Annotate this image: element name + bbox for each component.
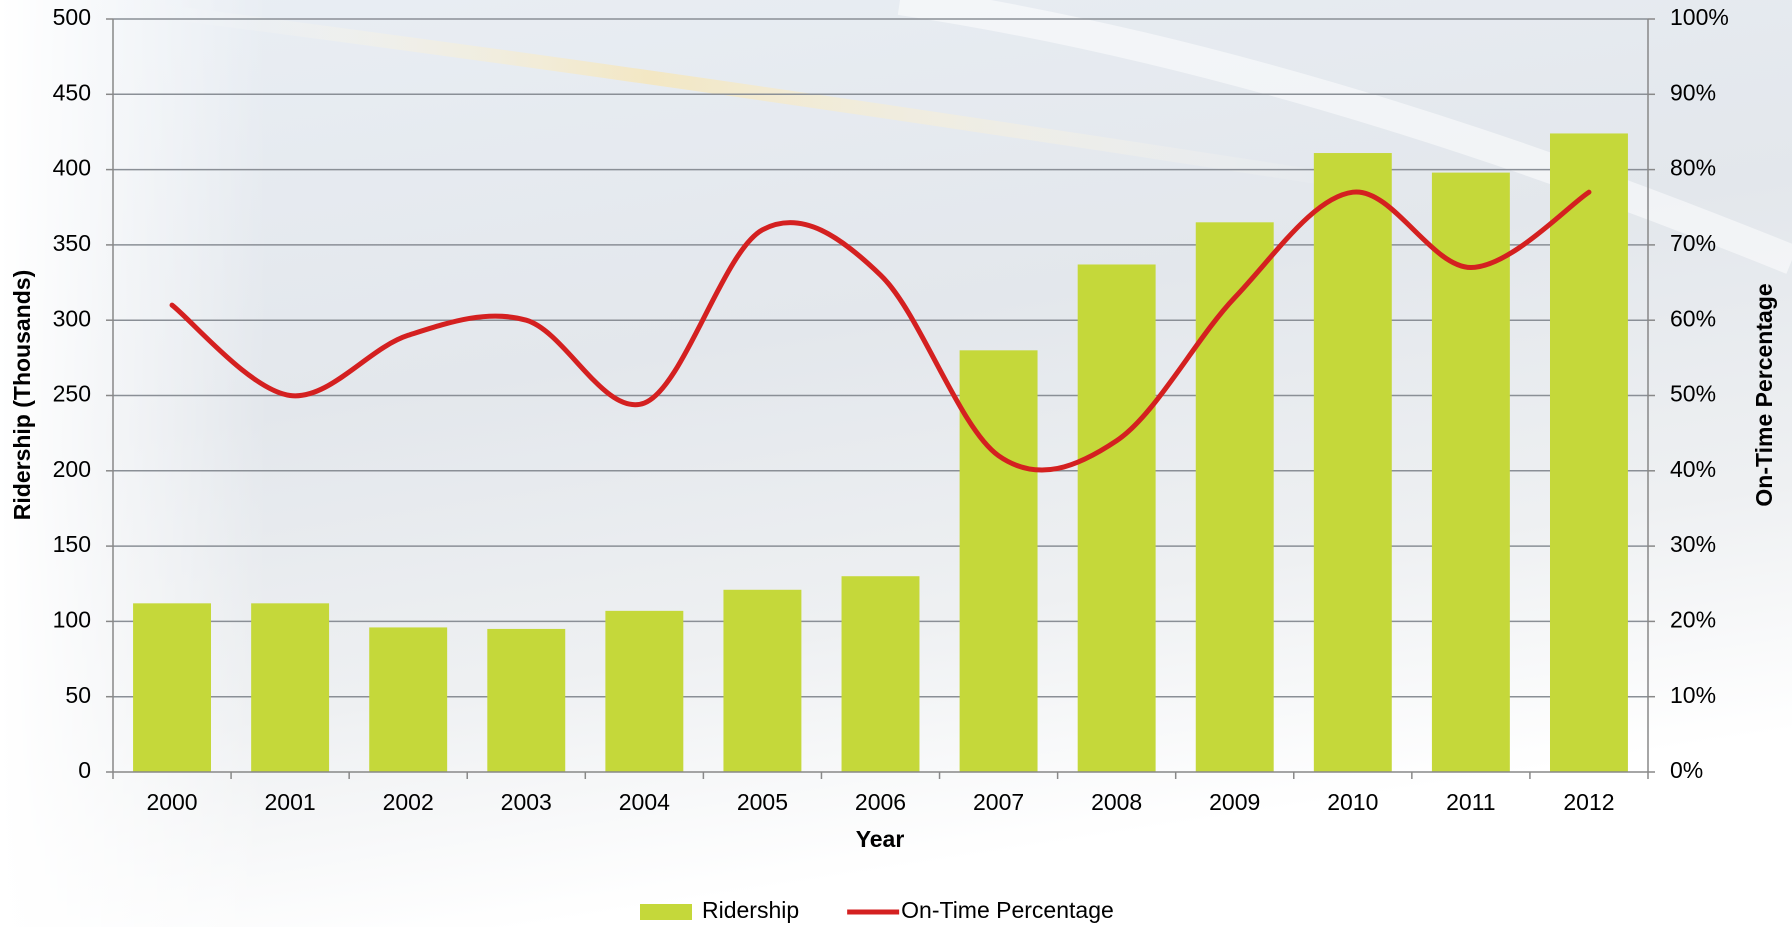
legend-swatch	[640, 904, 692, 920]
bar	[1313, 153, 1392, 772]
y-tick-label: 250	[53, 381, 91, 407]
y-tick-label: 50	[65, 682, 91, 708]
bar	[1549, 133, 1628, 772]
y-tick-label: 500	[53, 4, 91, 30]
bar	[487, 628, 566, 772]
y2-tick-label: 90%	[1670, 79, 1716, 105]
x-tick-label: 2010	[1327, 789, 1378, 815]
bar	[1077, 264, 1156, 772]
y2-tick-label: 0%	[1670, 757, 1703, 783]
bar	[251, 603, 330, 772]
x-tick-label: 2012	[1563, 789, 1614, 815]
bar	[133, 603, 212, 772]
bar	[723, 589, 802, 772]
x-tick-label: 2000	[146, 789, 197, 815]
x-tick-label: 2003	[501, 789, 552, 815]
axes: 0 50 100 150 200 250 300 350 400 450 500 0% 10% 20% 30…	[53, 4, 1729, 815]
y2-tick-label: 10%	[1670, 682, 1716, 708]
y-tick-label: 400	[53, 155, 91, 181]
x-tick-label: 2001	[265, 789, 316, 815]
x-tick-label: 2011	[1446, 789, 1495, 815]
x-tick-label: 2005	[737, 789, 788, 815]
y2-tick-label: 30%	[1670, 531, 1716, 557]
y-tick-label: 0	[78, 757, 91, 783]
x-tick-label: 2006	[855, 789, 906, 815]
y-tick-label: 200	[53, 456, 91, 482]
x-tick-label: 2004	[619, 789, 670, 815]
y2-tick-label: 50%	[1670, 381, 1716, 407]
bar	[959, 350, 1038, 772]
y2-tick-label: 80%	[1670, 155, 1716, 181]
y2-tick-label: 40%	[1670, 456, 1716, 482]
legend-label: On-Time Percentage	[901, 897, 1114, 923]
y-tick-label: 450	[53, 79, 91, 105]
y-axis-title: Ridership (Thousands)	[9, 270, 35, 520]
x-tick-label: 2007	[973, 789, 1024, 815]
bar	[1431, 172, 1510, 772]
x-tick-label: 2009	[1209, 789, 1260, 815]
y-tick-label: 350	[53, 230, 91, 256]
y2-axis-title: On-Time Percentage	[1751, 283, 1777, 506]
bar	[1195, 222, 1274, 772]
y2-tick-label: 100%	[1670, 4, 1729, 30]
y2-tick-label: 20%	[1670, 606, 1716, 632]
y-tick-label: 150	[53, 531, 91, 557]
lines	[169, 189, 1592, 473]
x-tick-label: 2002	[383, 789, 434, 815]
y2-tick-label: 60%	[1670, 305, 1716, 331]
x-tick-label: 2008	[1091, 789, 1142, 815]
line	[169, 189, 1592, 473]
bar	[369, 627, 448, 772]
y-tick-label: 300	[53, 305, 91, 331]
bars	[133, 133, 1628, 772]
y2-tick-label: 70%	[1670, 230, 1716, 256]
bar	[841, 576, 920, 772]
x-axis-title: Year	[856, 826, 905, 852]
y-tick-label: 100	[53, 606, 91, 632]
legend-label: Ridership	[702, 897, 799, 923]
bar	[605, 610, 684, 772]
legend: Ridership On-Time Percentage	[640, 897, 1114, 923]
